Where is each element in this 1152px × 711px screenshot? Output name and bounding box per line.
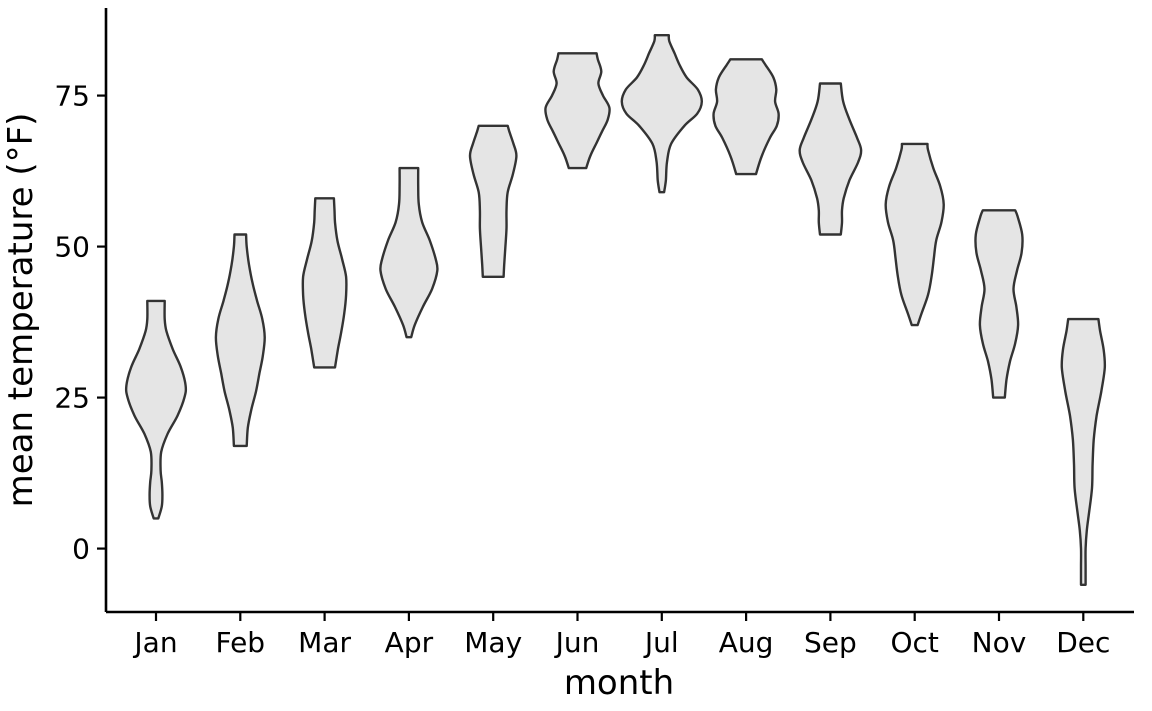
x-tick-label-dec: Dec — [1056, 626, 1110, 659]
violin-dec — [1060, 317, 1107, 586]
y-ticks: 0 25 50 75 — [54, 80, 106, 566]
violin-sep — [798, 82, 863, 236]
violin-oct — [884, 142, 945, 327]
violin-jan — [124, 299, 188, 520]
x-tick-label-jun: Jun — [554, 626, 600, 659]
violin-jul — [620, 34, 703, 194]
violin-apr — [379, 166, 439, 339]
x-tick-label-jan: Jan — [132, 626, 177, 659]
y-tick-label-75: 75 — [54, 80, 90, 113]
x-tick-label-sep: Sep — [804, 626, 857, 659]
y-axis-title: mean temperature (°F) — [1, 113, 41, 508]
violin-aug — [712, 58, 780, 176]
x-tick-label-mar: Mar — [298, 626, 351, 659]
y-tick-label-25: 25 — [54, 382, 90, 415]
violins-layer — [124, 34, 1107, 586]
y-tick-label-0: 0 — [72, 533, 90, 566]
y-tick-label-50: 50 — [54, 231, 90, 264]
violin-may — [468, 124, 518, 278]
violin-nov — [974, 209, 1024, 399]
x-tick-label-oct: Oct — [890, 626, 938, 659]
violin-mar — [301, 197, 348, 369]
x-tick-label-aug: Aug — [719, 626, 774, 659]
x-tick-label-may: May — [464, 626, 522, 659]
violin-feb — [214, 233, 266, 448]
x-tick-label-feb: Feb — [216, 626, 266, 659]
axes-layer: 0 25 50 75 Jan Feb Mar Apr May Jun Jul Aug Sep Oct No… — [54, 8, 1134, 659]
violin-jun — [544, 52, 611, 170]
x-axis-title: month — [564, 663, 674, 703]
x-tick-label-nov: Nov — [972, 626, 1027, 659]
x-ticks: Jan Feb Mar Apr May Jun Jul Aug Sep Oct Nov Dec — [132, 612, 1110, 659]
x-tick-label-apr: Apr — [385, 626, 434, 659]
x-tick-label-jul: Jul — [643, 626, 679, 659]
